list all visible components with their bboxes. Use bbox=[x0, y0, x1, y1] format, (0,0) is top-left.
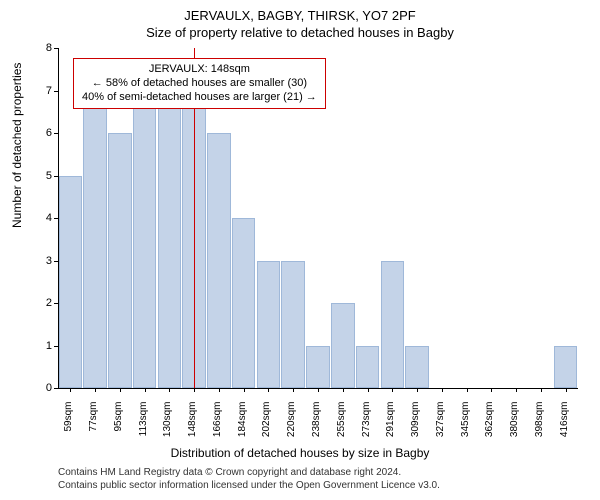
y-tick-mark bbox=[54, 218, 58, 219]
x-tick-label: 202sqm bbox=[261, 402, 272, 450]
y-tick-label: 4 bbox=[32, 212, 52, 224]
x-tick-label: 362sqm bbox=[484, 402, 495, 450]
x-tick-mark bbox=[268, 388, 269, 392]
x-tick-label: 345sqm bbox=[460, 402, 471, 450]
x-tick-label: 255sqm bbox=[336, 402, 347, 450]
x-tick-mark bbox=[169, 388, 170, 392]
footer-text: Contains HM Land Registry data © Crown c… bbox=[58, 466, 440, 492]
footer-line-2: Contains public sector information licen… bbox=[58, 479, 440, 492]
y-tick-label: 7 bbox=[32, 85, 52, 97]
y-tick-mark bbox=[54, 346, 58, 347]
bar bbox=[306, 346, 330, 389]
x-tick-label: 398sqm bbox=[534, 402, 545, 450]
y-tick-mark bbox=[54, 133, 58, 134]
x-tick-mark bbox=[95, 388, 96, 392]
bar bbox=[331, 303, 355, 388]
y-tick-label: 3 bbox=[32, 255, 52, 267]
bar bbox=[356, 346, 380, 389]
x-tick-label: 380sqm bbox=[509, 402, 520, 450]
bar bbox=[59, 176, 83, 389]
annotation-line-3: 40% of semi-detached houses are larger (… bbox=[82, 91, 317, 105]
y-axis-label: Number of detached properties bbox=[10, 63, 24, 228]
bar bbox=[207, 133, 231, 388]
y-tick-mark bbox=[54, 303, 58, 304]
y-tick-mark bbox=[54, 388, 58, 389]
x-tick-mark bbox=[120, 388, 121, 392]
y-tick-label: 8 bbox=[32, 42, 52, 54]
annotation-box: JERVAULX: 148sqm ← 58% of detached house… bbox=[73, 58, 326, 109]
x-tick-label: 291sqm bbox=[385, 402, 396, 450]
y-tick-mark bbox=[54, 48, 58, 49]
y-tick-mark bbox=[54, 176, 58, 177]
bar bbox=[381, 261, 405, 389]
bar bbox=[133, 91, 157, 389]
x-tick-mark bbox=[145, 388, 146, 392]
x-tick-label: 130sqm bbox=[162, 402, 173, 450]
x-tick-label: 77sqm bbox=[88, 402, 99, 450]
y-tick-label: 2 bbox=[32, 297, 52, 309]
title-line-1: JERVAULX, BAGBY, THIRSK, YO7 2PF bbox=[0, 0, 600, 23]
annotation-line-2: ← 58% of detached houses are smaller (30… bbox=[82, 77, 317, 91]
bar bbox=[281, 261, 305, 389]
x-tick-label: 59sqm bbox=[63, 402, 74, 450]
x-tick-mark bbox=[194, 388, 195, 392]
x-tick-mark bbox=[219, 388, 220, 392]
x-tick-mark bbox=[368, 388, 369, 392]
y-tick-label: 0 bbox=[32, 382, 52, 394]
x-tick-mark bbox=[392, 388, 393, 392]
bar bbox=[554, 346, 578, 389]
x-tick-label: 184sqm bbox=[237, 402, 248, 450]
x-tick-label: 309sqm bbox=[410, 402, 421, 450]
bar bbox=[257, 261, 281, 389]
x-tick-mark bbox=[417, 388, 418, 392]
x-tick-mark bbox=[244, 388, 245, 392]
x-tick-mark bbox=[343, 388, 344, 392]
x-tick-mark bbox=[442, 388, 443, 392]
x-tick-label: 416sqm bbox=[559, 402, 570, 450]
x-tick-label: 220sqm bbox=[286, 402, 297, 450]
bar bbox=[232, 218, 256, 388]
y-tick-label: 1 bbox=[32, 340, 52, 352]
x-axis-label: Distribution of detached houses by size … bbox=[0, 446, 600, 460]
chart-container: JERVAULX, BAGBY, THIRSK, YO7 2PF Size of… bbox=[0, 0, 600, 500]
x-tick-label: 95sqm bbox=[113, 402, 124, 450]
y-tick-mark bbox=[54, 261, 58, 262]
y-tick-label: 5 bbox=[32, 170, 52, 182]
bar bbox=[405, 346, 429, 389]
bar bbox=[108, 133, 132, 388]
x-tick-label: 166sqm bbox=[212, 402, 223, 450]
x-tick-mark bbox=[318, 388, 319, 392]
footer-line-1: Contains HM Land Registry data © Crown c… bbox=[58, 466, 440, 479]
x-tick-mark bbox=[566, 388, 567, 392]
x-tick-mark bbox=[70, 388, 71, 392]
x-tick-mark bbox=[293, 388, 294, 392]
x-tick-label: 148sqm bbox=[187, 402, 198, 450]
y-tick-mark bbox=[54, 91, 58, 92]
plot-area: 01234567859sqm77sqm95sqm113sqm130sqm148s… bbox=[58, 48, 578, 408]
x-tick-mark bbox=[491, 388, 492, 392]
y-tick-label: 6 bbox=[32, 127, 52, 139]
x-tick-mark bbox=[516, 388, 517, 392]
x-tick-label: 238sqm bbox=[311, 402, 322, 450]
bar bbox=[83, 91, 107, 389]
x-tick-label: 327sqm bbox=[435, 402, 446, 450]
x-tick-mark bbox=[467, 388, 468, 392]
x-tick-label: 273sqm bbox=[361, 402, 372, 450]
x-tick-label: 113sqm bbox=[138, 402, 149, 450]
x-tick-mark bbox=[541, 388, 542, 392]
annotation-line-1: JERVAULX: 148sqm bbox=[82, 63, 317, 77]
title-line-2: Size of property relative to detached ho… bbox=[0, 23, 600, 40]
bar bbox=[158, 91, 182, 389]
